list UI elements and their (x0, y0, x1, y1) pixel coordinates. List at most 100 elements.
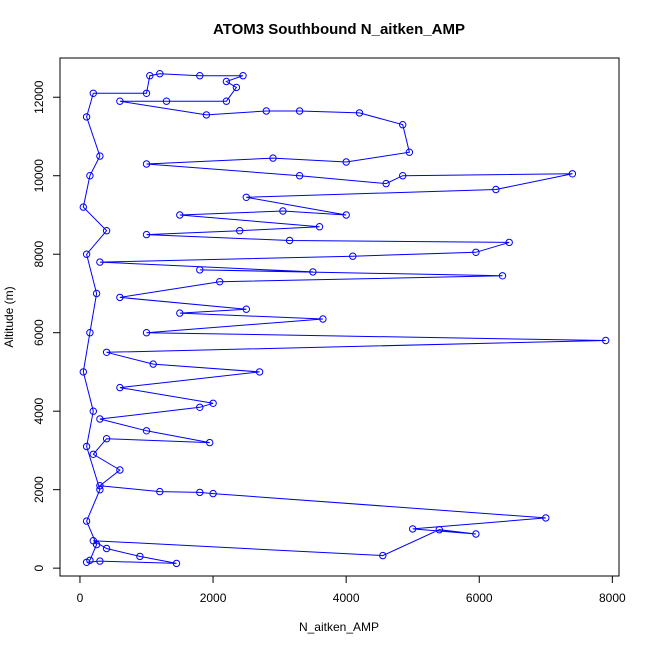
data-point (96, 482, 104, 490)
series-line (82, 73, 606, 564)
data-point (96, 486, 104, 494)
y-tick-label: 2000 (32, 476, 46, 503)
data-point (355, 109, 364, 117)
data-point (116, 466, 124, 474)
data-point (602, 336, 610, 345)
data-point (89, 407, 98, 415)
data-point (209, 489, 217, 498)
x-tick-label: 0 (77, 591, 84, 605)
data-point (142, 230, 151, 239)
data-point (242, 193, 251, 202)
data-point (285, 236, 294, 245)
data-point (222, 77, 231, 86)
data-point (262, 107, 270, 115)
data-point (492, 185, 500, 194)
data-point (239, 72, 247, 80)
data-point (116, 293, 124, 302)
data-point (82, 113, 91, 121)
data-point (399, 172, 407, 180)
data-point (82, 250, 91, 258)
data-point (96, 258, 104, 266)
data-point (542, 514, 550, 522)
data-point (342, 211, 350, 219)
data-point (222, 97, 231, 105)
data-point (232, 83, 241, 92)
data-point (136, 552, 144, 561)
axes: 0 2000 4000 6000 8000 0 2000 4000 6000 8000 10000 1… (32, 80, 626, 605)
data-point (82, 517, 91, 525)
data-point (196, 403, 204, 411)
data-point (92, 540, 101, 549)
data-point (79, 368, 88, 376)
y-tick-label: 0 (32, 564, 46, 571)
data-point (269, 154, 277, 162)
data-point (568, 170, 577, 178)
y-tick-label: 4000 (32, 398, 46, 425)
y-tick-label: 12000 (32, 80, 46, 114)
data-point (255, 368, 264, 376)
data-point (382, 179, 390, 188)
data-point (216, 278, 224, 286)
data-point (176, 211, 184, 219)
data-point (315, 223, 324, 231)
data-point (86, 329, 94, 337)
data-point (142, 160, 151, 168)
data-point (309, 268, 317, 276)
data-point (116, 97, 124, 105)
data-point (498, 272, 507, 280)
plot-frame (59, 57, 620, 577)
data-point (102, 348, 111, 356)
data-point (242, 305, 251, 313)
data-point (102, 227, 111, 235)
data-point (236, 227, 244, 235)
data-point (142, 329, 151, 337)
data-point (146, 72, 154, 80)
data-point (196, 266, 204, 274)
data-point (162, 97, 171, 105)
data-point (96, 152, 104, 160)
data-point (92, 289, 101, 298)
data-point (196, 72, 204, 80)
data-point (82, 442, 91, 451)
x-tick-label: 4000 (333, 591, 360, 605)
data-point (79, 203, 88, 211)
data-point (405, 148, 414, 156)
data-point (472, 248, 480, 257)
data-point (116, 383, 124, 392)
data-point (96, 415, 104, 423)
y-tick-label: 8000 (32, 241, 46, 268)
chart-title: ATOM3 Southbound N_aitken_AMP (213, 21, 465, 38)
data-point (149, 360, 157, 368)
data-point (86, 172, 94, 180)
data-point (435, 526, 443, 534)
data-point (86, 556, 94, 564)
data-point (142, 427, 151, 435)
data-point (279, 207, 287, 215)
data-point (319, 315, 327, 323)
data-point (202, 111, 211, 119)
data-point (196, 488, 204, 497)
data-point (142, 89, 151, 98)
data-point (102, 544, 111, 553)
x-tick-label: 2000 (200, 591, 227, 605)
data-point (379, 551, 387, 560)
data-point (156, 70, 164, 78)
series-layer (79, 70, 610, 568)
data-point (176, 309, 184, 317)
data-point (342, 158, 350, 166)
data-point (172, 559, 181, 568)
data-point (96, 557, 104, 565)
data-point (156, 487, 164, 496)
data-point (89, 89, 98, 98)
data-point (102, 435, 111, 443)
x-tick-label: 6000 (466, 591, 493, 605)
data-point (295, 172, 304, 180)
data-point (295, 107, 304, 115)
x-tick-label: 8000 (599, 591, 626, 605)
x-axis-label: N_aitken_AMP (299, 620, 379, 634)
data-point (206, 438, 214, 447)
y-axis-label: Altitude (m) (2, 286, 16, 347)
data-point (409, 525, 417, 533)
data-point (399, 121, 407, 129)
data-point (89, 450, 98, 458)
